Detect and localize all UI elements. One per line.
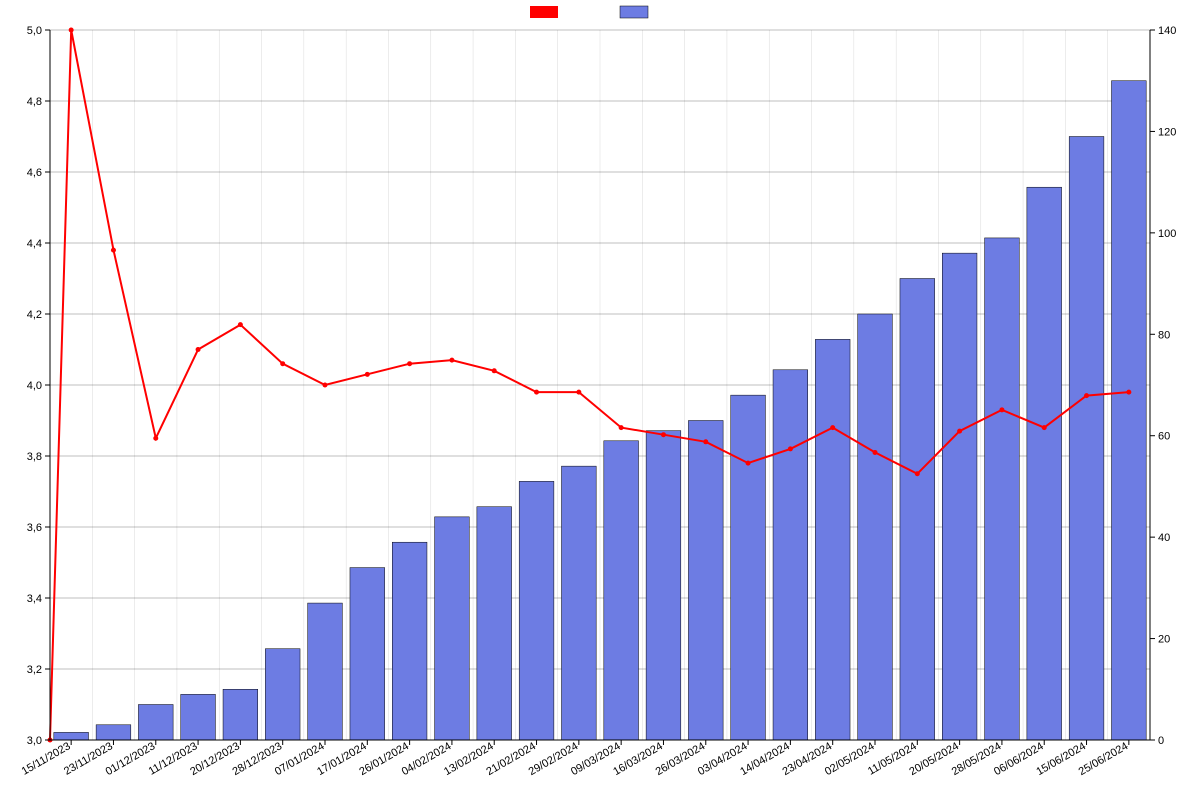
bar (646, 431, 681, 740)
bar (1069, 137, 1104, 741)
line-marker (1042, 425, 1047, 430)
bar (815, 339, 850, 740)
y-left-tick-label: 4,2 (27, 309, 42, 321)
legend-swatch-line (530, 6, 558, 18)
y-left-tick-label: 4,8 (27, 96, 42, 108)
combo-chart: 3,0 3,2 3,4 3,6 3,8 4,0 4,2 4,4 4,6 4,8 5,0 0 20 40 60… (0, 0, 1200, 800)
y-right-tick-label: 100 (1158, 228, 1176, 240)
y-right-tick-label: 40 (1158, 532, 1170, 544)
line-marker (661, 432, 666, 437)
line-marker (703, 439, 708, 444)
line-marker (492, 368, 497, 373)
line-marker (957, 429, 962, 434)
y-left-tick-label: 3,6 (27, 522, 42, 534)
y-left-tick-label: 3,8 (27, 451, 42, 463)
line-marker (280, 361, 285, 366)
line-marker (999, 407, 1004, 412)
y-right-tick-label: 120 (1158, 126, 1176, 138)
legend-swatch-bar (620, 6, 648, 18)
bar (435, 517, 470, 740)
bar (688, 421, 723, 741)
bar (562, 466, 597, 740)
bar (900, 279, 935, 741)
bar (477, 507, 512, 740)
y-right-tick-label: 140 (1158, 25, 1176, 37)
y-left-tick-label: 4,4 (27, 238, 42, 250)
line-marker (1084, 393, 1089, 398)
line-marker (407, 361, 412, 366)
line-marker (534, 390, 539, 395)
bar (858, 314, 893, 740)
y-right-tick-label: 20 (1158, 634, 1170, 646)
line-marker (915, 471, 920, 476)
bar (54, 732, 89, 740)
line-marker (238, 322, 243, 327)
y-left-tick-label: 5,0 (27, 25, 42, 37)
y-right-tick-label: 0 (1158, 735, 1164, 747)
line-marker (196, 347, 201, 352)
line-marker (576, 390, 581, 395)
bar (138, 705, 173, 741)
line-marker (619, 425, 624, 430)
line-marker (873, 450, 878, 455)
chart-container: 3,0 3,2 3,4 3,6 3,8 4,0 4,2 4,4 4,6 4,8 5,0 0 20 40 60… (0, 0, 1200, 800)
line-marker (69, 28, 74, 33)
bar (96, 725, 131, 740)
line-marker (111, 248, 116, 253)
bar (731, 395, 766, 740)
y-left-tick-label: 3,0 (27, 735, 42, 747)
y-left-tick-label: 4,6 (27, 167, 42, 179)
bar (223, 689, 258, 740)
bar (519, 481, 554, 740)
bar (181, 694, 216, 740)
bar (265, 649, 300, 740)
y-left-tick-label: 3,4 (27, 593, 42, 605)
y-right-tick-label: 80 (1158, 329, 1170, 341)
bar (942, 253, 977, 740)
bar (308, 603, 343, 740)
y-left-tick-label: 4,0 (27, 380, 42, 392)
line-marker (788, 446, 793, 451)
bar (985, 238, 1020, 740)
bar (350, 568, 385, 740)
line-marker (365, 372, 370, 377)
line-marker (830, 425, 835, 430)
bar (392, 542, 427, 740)
y-left-tick-label: 3,2 (27, 664, 42, 676)
line-marker (746, 461, 751, 466)
bar (773, 370, 808, 740)
bar (1027, 187, 1062, 740)
line-marker (153, 436, 158, 441)
bar (1112, 81, 1147, 740)
line-marker (323, 383, 328, 388)
bar (604, 441, 639, 740)
line-marker (1126, 390, 1131, 395)
line-marker (449, 358, 454, 363)
y-right-tick-label: 60 (1158, 431, 1170, 443)
